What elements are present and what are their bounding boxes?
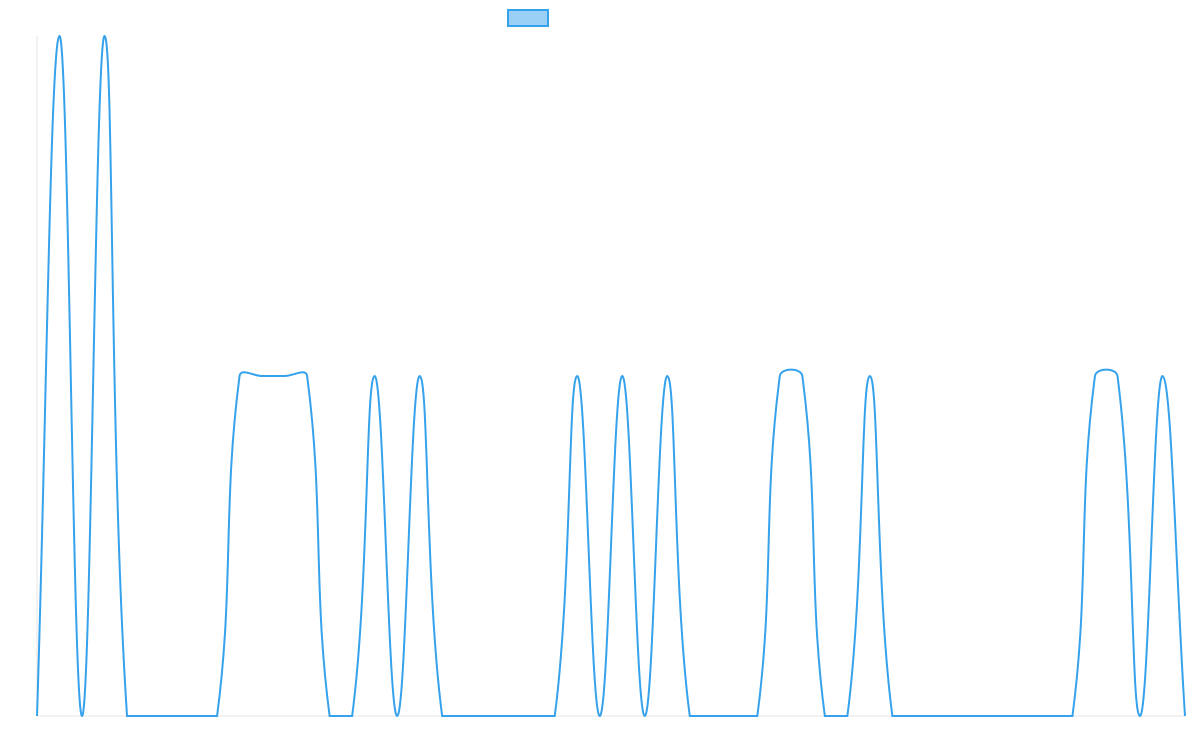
legend-swatch bbox=[507, 9, 549, 27]
data-line bbox=[36, 34, 1186, 718]
